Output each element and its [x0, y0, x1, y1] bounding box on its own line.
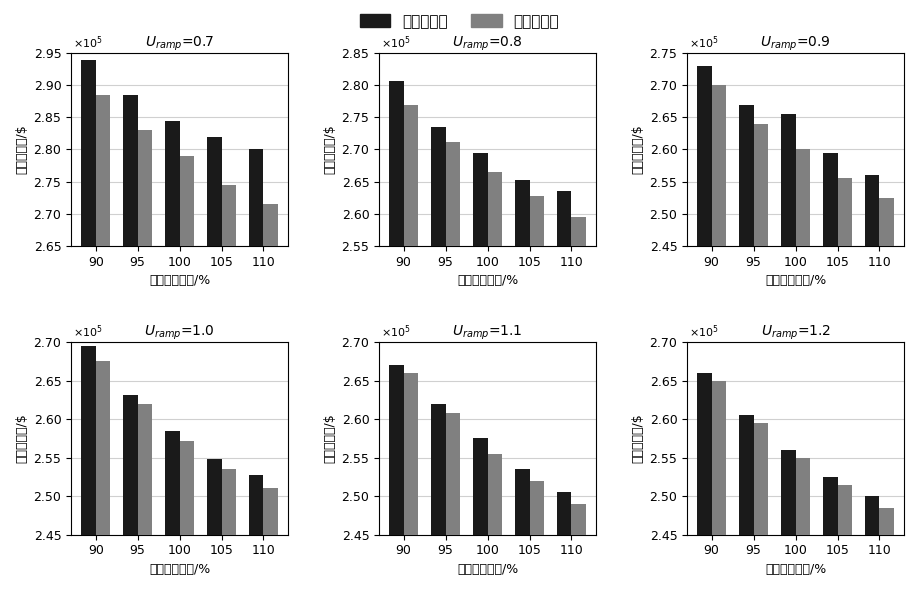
X-axis label: 线路传输容量/%: 线路传输容量/% — [765, 274, 826, 287]
Y-axis label: 总运行成本/$: 总运行成本/$ — [323, 125, 336, 174]
Bar — [403, 105, 418, 591]
Bar — [739, 105, 754, 591]
X-axis label: 线路传输容量/%: 线路传输容量/% — [765, 563, 826, 576]
Bar — [754, 124, 768, 591]
Bar — [823, 152, 837, 591]
Bar — [431, 127, 446, 591]
Bar — [515, 180, 529, 591]
Bar — [739, 415, 754, 591]
Bar — [207, 459, 221, 591]
Text: $\times 10^5$: $\times 10^5$ — [381, 324, 411, 340]
Bar — [572, 217, 586, 591]
Bar — [711, 381, 726, 591]
Bar — [81, 60, 96, 591]
Bar — [865, 496, 879, 591]
Bar — [754, 423, 768, 591]
Title: $U_{ramp}$=1.0: $U_{ramp}$=1.0 — [144, 324, 215, 342]
Bar — [138, 404, 153, 591]
Bar — [264, 204, 278, 591]
Bar — [431, 404, 446, 591]
Bar — [179, 441, 194, 591]
Bar — [389, 81, 403, 591]
Bar — [165, 431, 179, 591]
Bar — [446, 142, 460, 591]
Bar — [488, 172, 503, 591]
Bar — [123, 95, 138, 591]
Bar — [96, 361, 110, 591]
Title: $U_{ramp}$=0.9: $U_{ramp}$=0.9 — [760, 35, 831, 53]
X-axis label: 线路传输容量/%: 线路传输容量/% — [149, 274, 210, 287]
Bar — [697, 66, 711, 591]
Bar — [138, 130, 153, 591]
Bar — [529, 196, 544, 591]
Bar — [557, 492, 572, 591]
Bar — [446, 413, 460, 591]
Bar — [221, 185, 236, 591]
Bar — [796, 150, 811, 591]
Bar — [796, 457, 811, 591]
Bar — [96, 95, 110, 591]
Y-axis label: 总运行成本/$: 总运行成本/$ — [323, 414, 336, 463]
Legend: 两阶段鲁棒, 多阶段鲁棒: 两阶段鲁棒, 多阶段鲁棒 — [354, 8, 565, 35]
Bar — [249, 150, 264, 591]
Title: $U_{ramp}$=1.1: $U_{ramp}$=1.1 — [452, 324, 523, 342]
Bar — [488, 454, 503, 591]
Text: $\times 10^5$: $\times 10^5$ — [74, 324, 103, 340]
Bar — [473, 439, 488, 591]
Bar — [879, 197, 894, 591]
Text: $\times 10^5$: $\times 10^5$ — [381, 35, 411, 51]
Bar — [837, 178, 852, 591]
Bar — [81, 346, 96, 591]
X-axis label: 线路传输容量/%: 线路传输容量/% — [457, 563, 518, 576]
Y-axis label: 总运行成本/$: 总运行成本/$ — [631, 414, 644, 463]
Title: $U_{ramp}$=0.8: $U_{ramp}$=0.8 — [452, 35, 523, 53]
X-axis label: 线路传输容量/%: 线路传输容量/% — [457, 274, 518, 287]
Bar — [572, 504, 586, 591]
Text: $\times 10^5$: $\times 10^5$ — [689, 35, 719, 51]
Bar — [557, 191, 572, 591]
Bar — [781, 450, 796, 591]
Bar — [529, 481, 544, 591]
Bar — [879, 508, 894, 591]
Bar — [389, 365, 403, 591]
Bar — [179, 156, 194, 591]
Bar — [515, 469, 529, 591]
Bar — [711, 85, 726, 591]
Text: $\times 10^5$: $\times 10^5$ — [74, 35, 103, 51]
Title: $U_{ramp}$=1.2: $U_{ramp}$=1.2 — [761, 324, 831, 342]
Text: $\times 10^5$: $\times 10^5$ — [689, 324, 719, 340]
Bar — [207, 137, 221, 591]
Bar — [697, 373, 711, 591]
Bar — [249, 475, 264, 591]
Title: $U_{ramp}$=0.7: $U_{ramp}$=0.7 — [145, 35, 214, 53]
Y-axis label: 总运行成本/$: 总运行成本/$ — [631, 125, 644, 174]
Y-axis label: 总运行成本/$: 总运行成本/$ — [15, 414, 28, 463]
Bar — [123, 395, 138, 591]
Bar — [403, 373, 418, 591]
Bar — [781, 114, 796, 591]
Bar — [473, 152, 488, 591]
X-axis label: 线路传输容量/%: 线路传输容量/% — [149, 563, 210, 576]
Bar — [165, 121, 179, 591]
Bar — [221, 469, 236, 591]
Bar — [264, 489, 278, 591]
Bar — [837, 485, 852, 591]
Y-axis label: 总运行成本/$: 总运行成本/$ — [15, 125, 28, 174]
Bar — [865, 175, 879, 591]
Bar — [823, 477, 837, 591]
